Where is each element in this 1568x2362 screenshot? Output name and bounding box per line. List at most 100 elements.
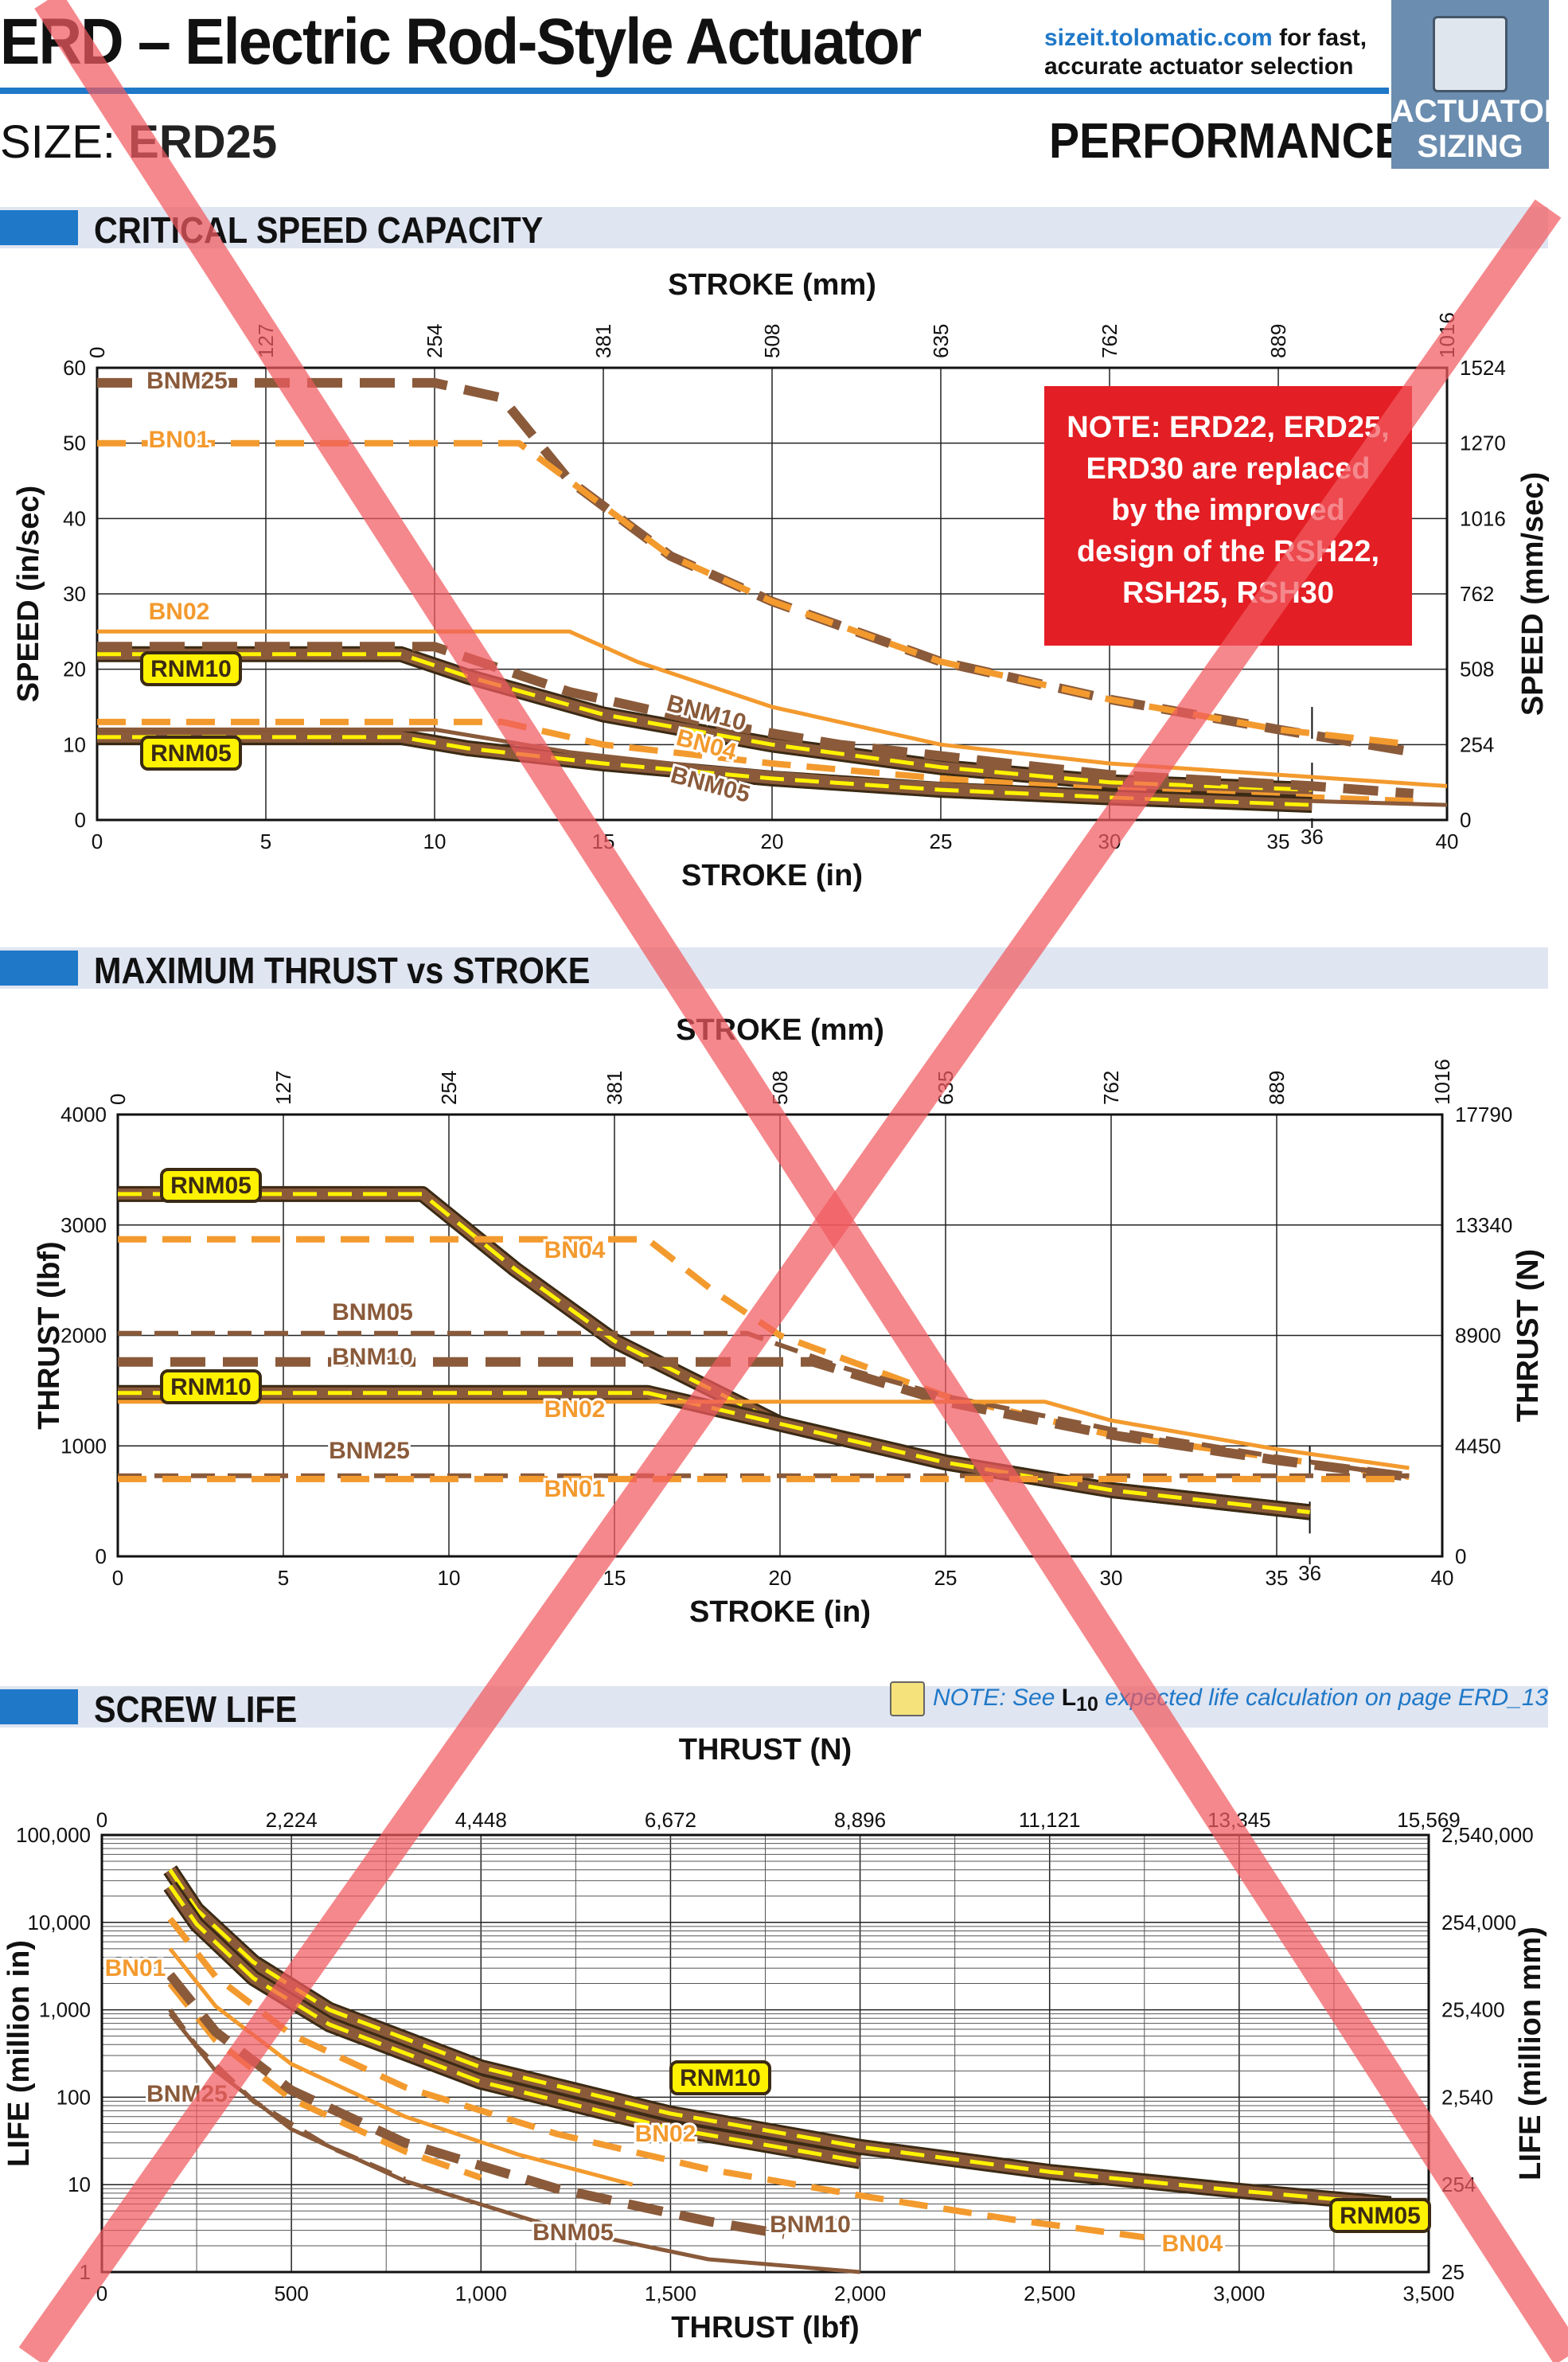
x-tick-label: 2,000 — [834, 2282, 886, 2305]
x2-tick-label: 635 — [929, 324, 953, 358]
y-tick-label: 50 — [63, 431, 86, 455]
x2-axis-title: THRUST (N) — [679, 1733, 852, 1767]
x-tick-label: 1,000 — [455, 2282, 507, 2305]
x2-tick-label: 635 — [934, 1071, 958, 1105]
x-tick-label: 40 — [1431, 1566, 1454, 1590]
x-tick-label: 25 — [934, 1566, 958, 1590]
max-stroke-label: 36 — [1298, 1561, 1321, 1585]
y-tick-label: 30 — [63, 582, 86, 606]
y2-axis-title: THRUST (N) — [1511, 1249, 1545, 1422]
y2-tick-label: 762 — [1460, 582, 1494, 606]
y-axis-title: SPEED (in/sec) — [12, 486, 45, 702]
x-axis-title: STROKE (in) — [689, 1595, 871, 1629]
x2-axis-title: STROKE (mm) — [668, 268, 876, 302]
series-label: BNM10 — [332, 1344, 413, 1370]
y2-tick-label: 2,540,000 — [1441, 1823, 1534, 1847]
series-label: BNM05 — [332, 1299, 413, 1325]
series-line-bn04 — [167, 1916, 1145, 2241]
y-tick-label: 2000 — [60, 1324, 107, 1348]
note-line: by the improved — [1111, 494, 1345, 527]
y-tick-label: 3000 — [60, 1213, 107, 1237]
y2-tick-label: 0 — [1460, 808, 1471, 832]
x2-tick-label: 11,121 — [1019, 1808, 1081, 1832]
x-tick-label: 1,500 — [645, 2282, 696, 2305]
x-tick-label: 15 — [592, 830, 615, 853]
series-label: BN02 — [544, 1396, 606, 1423]
series-label: BNM25 — [146, 368, 228, 394]
x2-tick-label: 0 — [85, 347, 109, 358]
series-label: RNM10 — [170, 1374, 252, 1400]
x2-tick-label: 381 — [591, 324, 615, 358]
x-tick-label: 40 — [1436, 830, 1459, 853]
series-label: BN01 — [105, 1955, 166, 1981]
x2-tick-label: 0 — [106, 1094, 130, 1105]
x-tick-label: 0 — [92, 830, 103, 853]
x2-tick-label: 127 — [254, 324, 278, 358]
series-label: BNM05 — [532, 2219, 614, 2246]
y2-tick-label: 25,400 — [1441, 1998, 1505, 2022]
x2-tick-label: 8,896 — [834, 1808, 886, 1832]
x-tick-label: 10 — [423, 830, 447, 853]
y2-tick-label: 2,540 — [1441, 2085, 1493, 2109]
series-label: BNM25 — [146, 2081, 228, 2107]
x-tick-label: 20 — [769, 1566, 792, 1590]
y2-tick-label: 1016 — [1460, 506, 1506, 530]
series-label: BN01 — [149, 427, 210, 453]
max-stroke-label: 36 — [1301, 825, 1324, 849]
x-tick-label: 30 — [1098, 830, 1121, 853]
x-tick-label: 0 — [112, 1566, 123, 1590]
y-tick-label: 10,000 — [27, 1911, 91, 1934]
x2-tick-label: 889 — [1265, 1071, 1289, 1105]
y-tick-label: 100,000 — [16, 1823, 91, 1847]
x2-axis-title: STROKE (mm) — [676, 1013, 884, 1047]
y-tick-label: 60 — [63, 356, 86, 380]
series-label: BN02 — [635, 2121, 696, 2147]
y2-tick-label: 1270 — [1460, 431, 1506, 455]
y2-axis-title: SPEED (mm/sec) — [1516, 472, 1550, 716]
y2-tick-label: 254,000 — [1441, 1911, 1516, 1934]
x2-tick-label: 254 — [437, 1071, 461, 1105]
x2-tick-label: 2,224 — [266, 1808, 318, 1832]
y2-tick-label: 13340 — [1455, 1213, 1512, 1237]
y-tick-label: 0 — [75, 808, 86, 832]
x-tick-label: 3,000 — [1213, 2282, 1265, 2305]
y-axis-title: LIFE (million in) — [2, 1940, 36, 2167]
y2-tick-label: 4450 — [1455, 1434, 1501, 1458]
x2-tick-label: 1016 — [1430, 1059, 1454, 1105]
y-tick-label: 10 — [63, 732, 86, 756]
x2-tick-label: 6,672 — [645, 1808, 696, 1832]
x-tick-label: 10 — [438, 1566, 461, 1590]
y-tick-label: 20 — [63, 658, 86, 681]
x-tick-label: 20 — [761, 830, 784, 853]
series-label: RNM10 — [680, 2065, 761, 2091]
series-label: RNM05 — [150, 740, 232, 767]
y-tick-label: 1 — [80, 2260, 91, 2284]
y-tick-label: 1,000 — [39, 1998, 91, 2022]
y-tick-label: 40 — [63, 506, 86, 530]
x-tick-label: 15 — [603, 1566, 626, 1590]
series-label: BNM10 — [770, 2212, 851, 2238]
y-tick-label: 0 — [96, 1544, 107, 1568]
x-axis-title: THRUST (lbf) — [671, 2311, 859, 2344]
y2-tick-label: 254 — [1441, 2173, 1476, 2196]
x2-tick-label: 13,345 — [1207, 1808, 1271, 1832]
x-tick-label: 5 — [278, 1566, 289, 1590]
note-line: design of the RSH22, — [1076, 535, 1380, 568]
replacement-note: NOTE: ERD22, ERD25, ERD30 are replaced b… — [1044, 386, 1412, 646]
x2-tick-label: 1016 — [1435, 312, 1459, 358]
y-tick-label: 4000 — [60, 1103, 107, 1126]
x-tick-label: 3,500 — [1402, 2282, 1454, 2305]
y2-tick-label: 25 — [1441, 2260, 1465, 2284]
series-label: RNM05 — [170, 1173, 252, 1199]
y2-axis-title: LIFE (million mm) — [1514, 1927, 1547, 2180]
x2-tick-label: 762 — [1098, 324, 1121, 358]
x2-tick-label: 4,448 — [455, 1808, 507, 1832]
y2-tick-label: 1524 — [1460, 356, 1506, 380]
series-label: RNM10 — [150, 656, 232, 682]
x-tick-label: 500 — [274, 2282, 308, 2305]
note-line: RSH25, RSH30 — [1121, 576, 1335, 610]
x2-tick-label: 127 — [271, 1071, 295, 1105]
series-label: BN04 — [544, 1237, 606, 1263]
x2-tick-label: 508 — [768, 1071, 792, 1105]
